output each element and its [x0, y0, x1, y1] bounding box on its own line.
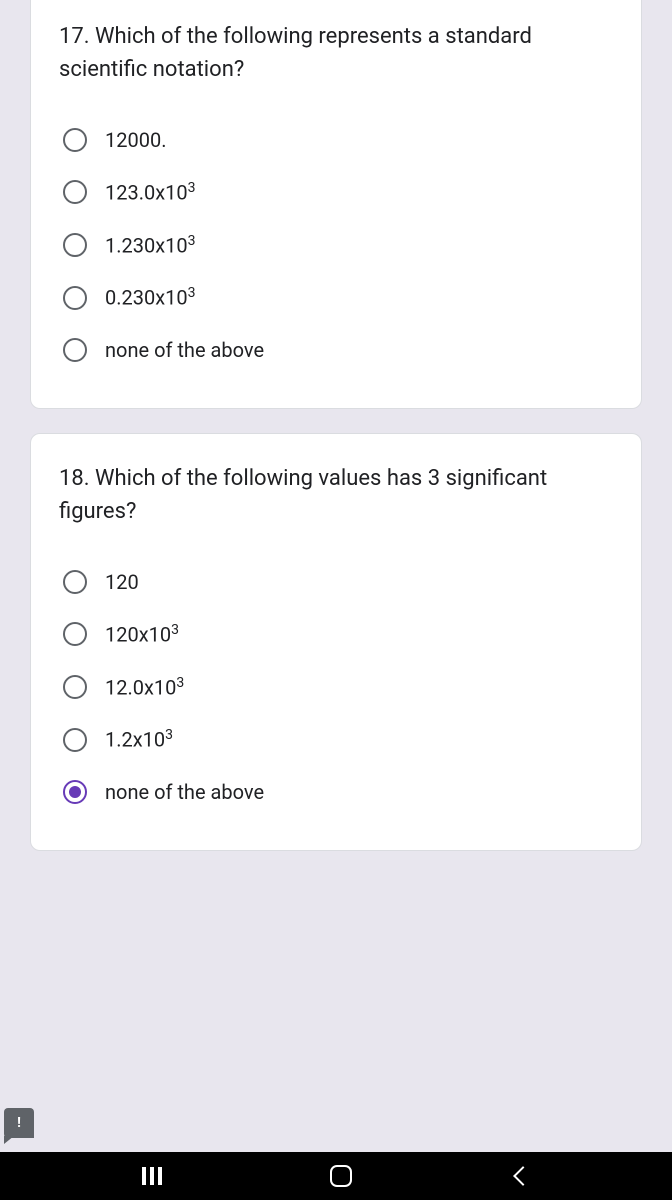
option-18-3[interactable]: 1.2x103: [59, 713, 613, 766]
option-label: 12000.: [105, 128, 166, 152]
option-label: 1.230x103: [105, 233, 196, 258]
option-17-3[interactable]: 0.230x103: [59, 271, 613, 324]
radio-icon: [63, 570, 87, 594]
option-18-2[interactable]: 12.0x103: [59, 661, 613, 714]
radio-icon: [63, 233, 87, 257]
nav-back-button[interactable]: [516, 1169, 530, 1183]
feedback-button[interactable]: !: [4, 1108, 34, 1138]
content-area: 17. Which of the following represents a …: [0, 0, 672, 1152]
option-18-4[interactable]: none of the above: [59, 766, 613, 818]
radio-icon: [63, 286, 87, 310]
option-17-1[interactable]: 123.0x103: [59, 166, 613, 219]
option-label: none of the above: [105, 338, 264, 362]
android-nav-bar: [0, 1152, 672, 1200]
option-label: 0.230x103: [105, 285, 196, 310]
radio-icon: [63, 675, 87, 699]
nav-home-button[interactable]: [330, 1165, 352, 1187]
radio-icon: [63, 128, 87, 152]
option-17-2[interactable]: 1.230x103: [59, 219, 613, 272]
radio-icon: [63, 780, 87, 804]
option-label: 120x103: [105, 622, 179, 647]
question-card-17: 17. Which of the following represents a …: [30, 0, 642, 409]
back-icon: [513, 1166, 533, 1186]
question-text-17: 17. Which of the following represents a …: [59, 20, 613, 86]
exclamation-icon: !: [17, 1115, 21, 1131]
radio-icon: [63, 180, 87, 204]
nav-recent-button[interactable]: [142, 1167, 166, 1185]
radio-icon: [63, 622, 87, 646]
home-icon: [330, 1165, 352, 1187]
question-text-18: 18. Which of the following values has 3 …: [59, 462, 613, 528]
recent-apps-icon: [142, 1167, 166, 1185]
option-18-1[interactable]: 120x103: [59, 608, 613, 661]
option-label: 120: [105, 570, 139, 594]
option-label: 123.0x103: [105, 180, 196, 205]
question-card-18: 18. Which of the following values has 3 …: [30, 433, 642, 851]
option-18-0[interactable]: 120: [59, 556, 613, 608]
option-label: 1.2x103: [105, 727, 173, 752]
option-17-0[interactable]: 12000.: [59, 114, 613, 166]
radio-icon: [63, 338, 87, 362]
option-label: none of the above: [105, 780, 264, 804]
option-17-4[interactable]: none of the above: [59, 324, 613, 376]
option-label: 12.0x103: [105, 675, 184, 700]
radio-icon: [63, 728, 87, 752]
